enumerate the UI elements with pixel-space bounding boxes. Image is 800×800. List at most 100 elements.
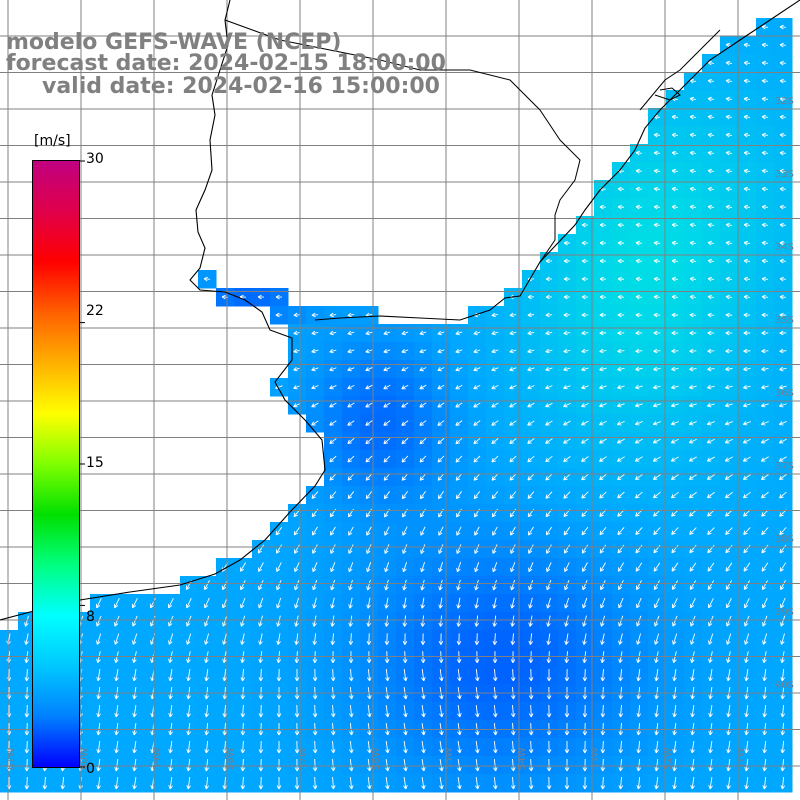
wind-arrow — [780, 669, 785, 682]
wind-arrow — [329, 491, 337, 499]
wind-arrow — [329, 348, 337, 354]
wind-arrow — [545, 276, 553, 282]
colorbar-tick-label: 22 — [86, 303, 104, 319]
wind-arrow — [635, 330, 643, 336]
wind-arrow — [653, 240, 661, 246]
wind-arrow — [401, 491, 408, 500]
wind-arrow — [600, 740, 606, 754]
latitude-label: 35S — [775, 315, 794, 326]
wind-arrow — [761, 580, 768, 590]
wind-arrow — [725, 78, 733, 84]
wind-arrow — [581, 258, 589, 264]
wind-arrow — [725, 366, 733, 372]
wind-arrow — [724, 474, 733, 480]
wind-arrow — [474, 615, 480, 627]
wind-arrow — [762, 704, 767, 718]
wind-arrow — [132, 704, 137, 718]
wind-arrow — [581, 438, 589, 444]
wind-arrow — [707, 597, 714, 609]
wind-arrow — [131, 597, 138, 609]
wind-arrow — [546, 776, 552, 790]
wind-arrow — [582, 580, 588, 591]
wind-arrow — [149, 597, 156, 609]
wind-arrow — [545, 526, 553, 536]
wind-arrow — [779, 78, 787, 84]
lagoon-outline — [639, 29, 721, 111]
wind-arrow — [761, 222, 769, 228]
wind-arrow — [311, 420, 319, 426]
wind-arrow — [383, 420, 391, 426]
wind-arrow — [132, 758, 137, 772]
wind-arrow — [293, 526, 301, 536]
wind-arrow — [618, 580, 624, 591]
wind-arrow — [510, 579, 516, 591]
wind-arrow — [240, 633, 245, 645]
wind-arrow — [491, 384, 499, 390]
wind-arrow — [545, 330, 553, 336]
wind-arrow — [473, 473, 481, 481]
wind-arrow — [457, 758, 462, 772]
wind-arrow — [724, 456, 733, 462]
wind-arrow — [707, 150, 715, 156]
wind-arrow — [654, 633, 660, 645]
wind-arrow — [743, 222, 751, 228]
wind-arrow — [222, 740, 228, 754]
wind-arrow — [599, 384, 607, 390]
wind-arrow — [455, 437, 463, 445]
wind-arrow — [384, 597, 389, 609]
wind-arrow — [671, 330, 679, 336]
wind-arrow — [527, 294, 535, 300]
latitude-labels: 32S 33S 34S 35S 36S 37S 38S 39S 40S — [775, 96, 794, 691]
wind-arrow — [653, 132, 661, 138]
wind-arrow — [617, 403, 625, 408]
wind-arrow — [473, 384, 481, 390]
wind-arrow — [456, 562, 462, 573]
wind-arrow — [510, 526, 516, 536]
wind-arrow — [581, 276, 589, 282]
wind-arrow — [725, 294, 733, 300]
wind-arrow — [582, 562, 588, 572]
wind-arrow — [761, 60, 769, 66]
wind-arrow — [528, 562, 534, 573]
wind-arrow — [707, 580, 715, 590]
wind-arrow — [743, 330, 751, 336]
wind-arrow — [725, 491, 733, 499]
wind-arrow — [510, 615, 515, 627]
wind-arrow — [582, 704, 588, 718]
wind-arrow — [761, 384, 769, 390]
wind-arrow — [618, 597, 624, 609]
wind-arrow — [635, 294, 643, 300]
wind-arrow — [707, 204, 715, 210]
wind-arrow — [455, 402, 463, 408]
wind-arrow — [329, 385, 337, 390]
wind-arrow — [653, 402, 661, 408]
wind-arrow — [690, 704, 695, 718]
wind-arrow — [672, 615, 678, 627]
wind-arrow — [743, 366, 751, 372]
wind-arrow — [743, 294, 751, 300]
wind-arrow — [635, 366, 643, 372]
wind-arrow — [618, 615, 624, 627]
wind-arrow — [491, 420, 499, 426]
wind-arrow — [222, 597, 228, 609]
wind-arrow — [725, 240, 733, 246]
wind-arrow — [258, 704, 264, 718]
wind-arrow — [204, 615, 210, 627]
wind-arrow — [330, 579, 336, 591]
border-line — [224, 19, 581, 263]
wind-arrow — [617, 276, 625, 282]
wind-arrow — [743, 240, 751, 246]
wind-arrow — [725, 96, 733, 102]
wind-arrow — [473, 348, 481, 354]
wind-arrow — [347, 348, 355, 354]
wind-arrow — [617, 562, 625, 572]
wind-arrow — [761, 114, 769, 120]
wind-arrow — [456, 597, 461, 609]
wind-arrow — [204, 633, 210, 645]
wind-arrow — [204, 669, 209, 682]
wind-arrow — [365, 348, 373, 354]
wind-arrow — [689, 384, 697, 390]
wind-arrow — [725, 527, 733, 535]
wind-arrow — [707, 168, 715, 174]
wind-arrow — [725, 132, 733, 138]
